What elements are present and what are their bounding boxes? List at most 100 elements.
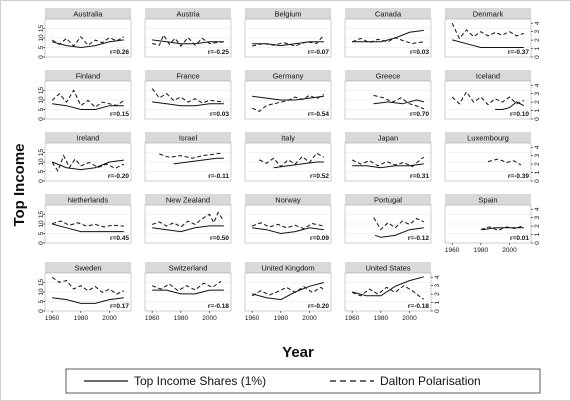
panel-title: Norway (275, 195, 301, 204)
x-tick-label: 1960 (445, 247, 460, 254)
series-dalton-line (351, 37, 424, 44)
strip-australia (45, 8, 131, 19)
panel-italy: Italy r=0.52 (244, 132, 332, 182)
x-tick-label: 1960 (245, 315, 260, 322)
correlation-label: r=-0.18 (208, 303, 230, 310)
strip-japan (345, 132, 431, 143)
series-dalton-line (251, 94, 325, 112)
y2-tick-label: 0 (434, 309, 441, 313)
series-top-income-line (152, 225, 224, 233)
y-tick-label: 5 (38, 299, 45, 303)
panel-switzerland: Switzerland r=-0.18 1960 1980 2000 (144, 262, 232, 322)
series-dalton-line (151, 281, 222, 292)
series-dalton-line (251, 285, 325, 297)
y-tick-label: 0 (38, 179, 45, 183)
y-tick-label: 15 (38, 25, 45, 33)
y2-tick-label: 2 (534, 162, 541, 166)
series-dalton-line (480, 224, 525, 231)
y-tick-label: 5 (38, 107, 45, 111)
y2-tick-label: 3 (534, 153, 541, 157)
strip-france (145, 70, 231, 81)
series-top-income-line (52, 39, 124, 49)
panel-title: Switzerland (169, 263, 208, 272)
y2-tick-label: 0 (534, 179, 541, 183)
panel-title: United Kingdom (261, 263, 314, 272)
strip-norway (245, 194, 331, 205)
panel-title: Israel (179, 133, 198, 142)
y2-tick-label: 3 (434, 283, 441, 287)
x-tick-label: 1980 (274, 315, 289, 322)
correlation-label: r=0.70 (410, 111, 429, 118)
y2-tick-label: 3 (534, 29, 541, 33)
panel-germany: Germany r=-0.54 (244, 70, 332, 120)
y-tick-label: 0 (38, 309, 45, 313)
panel-title: Canada (375, 9, 402, 18)
y-tick-label: 0 (38, 241, 45, 245)
y-tick-label: 10 (38, 288, 45, 296)
series-top-income-line (152, 289, 224, 295)
strip-switzerland (145, 262, 231, 273)
series-top-income-line (52, 103, 124, 110)
correlation-label: r=0.52 (310, 173, 329, 180)
series-dalton-line (51, 154, 125, 172)
strip-portugal (345, 194, 431, 205)
series-top-income-line (352, 276, 424, 297)
series-dalton-line (152, 211, 225, 228)
series-top-income-line (352, 163, 424, 169)
series-dalton-line (451, 91, 525, 106)
y-tick-label: 15 (38, 211, 45, 219)
series-dalton-line (152, 33, 224, 47)
strip-iceland (445, 70, 531, 81)
panel-grid: Australiar=0.26051015Austriar=-0.25Belgi… (38, 8, 541, 322)
x-tick-label: 1980 (74, 315, 89, 322)
panel-portugal: Portugal r=-0.12 (344, 194, 432, 244)
x-tick-label: 1960 (45, 315, 60, 322)
series-top-income-line (252, 41, 324, 47)
strip-canada (345, 8, 431, 19)
panel-title: Portugal (374, 195, 402, 204)
y-tick-label: 10 (38, 96, 45, 104)
series-dalton-line (373, 217, 425, 231)
panel-title: Greece (376, 71, 401, 80)
panel-title: Australia (73, 9, 103, 18)
series-dalton-line (373, 94, 425, 110)
y-tick-label: 15 (38, 279, 45, 287)
series-dalton-line (251, 222, 324, 230)
y2-tick-label: 2 (534, 38, 541, 42)
y-tick-label: 10 (38, 34, 45, 42)
panel-canada: Canada r=0.03 (344, 8, 432, 58)
panel-belgium: Belgium r=-0.07 (244, 8, 332, 58)
series-top-income-line (352, 29, 424, 43)
y2-tick-label: 1 (534, 108, 541, 112)
strip-united-kingdom (245, 262, 331, 273)
series-dalton-line (151, 88, 224, 104)
series-top-income-line (173, 157, 224, 165)
series-dalton-line (52, 220, 124, 228)
series-top-income-line (452, 39, 524, 48)
y-tick-label: 0 (38, 55, 45, 59)
series-dalton-line (51, 276, 125, 295)
y-tick-label: 0 (38, 117, 45, 121)
correlation-label: r=-0.07 (308, 49, 330, 56)
correlation-label: r=0.15 (110, 111, 129, 118)
strip-germany (245, 70, 331, 81)
panel-denmark: Denmark r=-0.37 0 1 2 3 4 (444, 8, 541, 59)
correlation-label: r=0.26 (110, 49, 129, 56)
panel-title: Ireland (77, 133, 100, 142)
series-top-income-line (152, 39, 224, 45)
correlation-label: r=-0.39 (508, 173, 530, 180)
panel-title: Denmark (473, 9, 504, 18)
y-tick-label: 10 (38, 220, 45, 228)
y2-tick-label: 4 (534, 207, 541, 211)
panel-luxembourg: Luxembourg r=-0.39 0 1 2 3 4 (444, 132, 541, 183)
x-tick-label: 2000 (202, 315, 217, 322)
y2-tick-label: 0 (534, 55, 541, 59)
legend-label-dalton: Dalton Polarisation (380, 374, 481, 388)
panel-title: Germany (273, 71, 304, 80)
y-axis-label: Top Income (11, 143, 28, 226)
correlation-label: r=0.01 (510, 235, 529, 242)
correlation-label: r=-0.12 (408, 235, 430, 242)
